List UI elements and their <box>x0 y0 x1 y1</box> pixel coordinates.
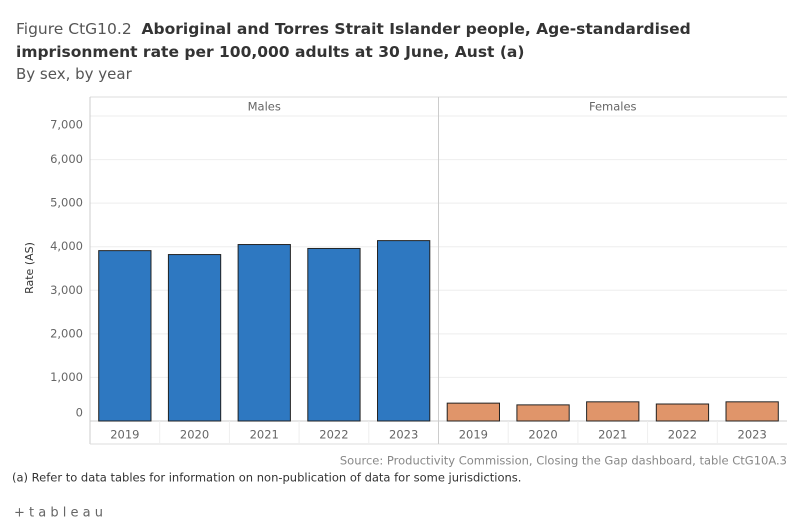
y-tick-label: 5,000 <box>50 196 83 210</box>
x-tick-label: 2022 <box>319 428 348 442</box>
y-tick-label: 2,000 <box>50 326 83 340</box>
y-tick-label: 7,000 <box>50 118 83 132</box>
x-tick-label: 2019 <box>459 428 488 442</box>
y-axis-label: Rate (AS) <box>23 242 36 294</box>
x-tick-label: 2021 <box>250 428 279 442</box>
footnote: (a) Refer to data tables for information… <box>12 471 521 485</box>
source: Source: Productivity Commission, Closing… <box>340 454 787 468</box>
bar <box>446 402 500 422</box>
y-tick-label: 0 <box>76 406 83 420</box>
bar <box>516 404 570 422</box>
bar <box>655 403 710 422</box>
bar <box>586 401 640 422</box>
panel-title: Females <box>589 100 637 114</box>
y-tick-label: 6,000 <box>50 152 83 166</box>
x-tick-label: 2020 <box>528 428 557 442</box>
x-tick-label: 2023 <box>389 428 418 442</box>
bar <box>377 240 431 422</box>
figure-label: Figure CtG10.2 <box>16 20 132 38</box>
bar <box>237 244 291 422</box>
panel-title: Males <box>248 100 281 114</box>
bar <box>307 247 361 422</box>
x-tick-label: 2022 <box>668 428 697 442</box>
brand-logo: + t a b l e a u <box>14 506 103 521</box>
x-tick-label: 2019 <box>110 428 139 442</box>
bar <box>98 250 152 422</box>
bar <box>167 254 222 422</box>
y-tick-label: 4,000 <box>50 239 83 253</box>
bar <box>725 401 779 422</box>
x-tick-label: 2021 <box>598 428 627 442</box>
y-tick-label: 3,000 <box>50 283 83 297</box>
y-tick-label: 1,000 <box>50 370 83 384</box>
x-tick-label: 2023 <box>738 428 767 442</box>
chart-subtitle: By sex, by year <box>16 65 132 83</box>
chart-title: Aboriginal and Torres Strait Islander pe… <box>16 20 691 61</box>
header: Figure CtG10.2 Aboriginal and Torres Str… <box>16 18 791 64</box>
x-tick-label: 2020 <box>180 428 209 442</box>
